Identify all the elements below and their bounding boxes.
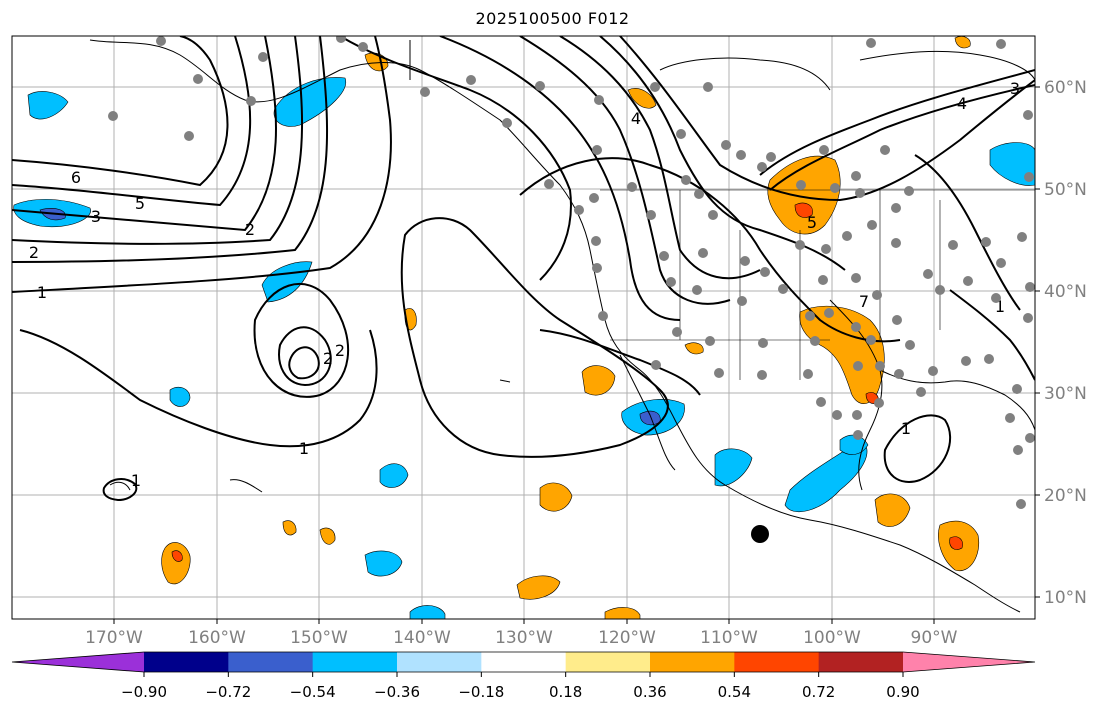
contour-label: 2	[29, 243, 39, 262]
cyan-blob-atl	[989, 142, 1035, 186]
colorbar-segment	[734, 652, 820, 672]
lon-label: 170°W	[85, 628, 143, 648]
cyan-blob-hawaii	[379, 463, 409, 488]
cyan-blob-mexcoast	[784, 439, 868, 513]
colorbar-segment	[481, 652, 567, 672]
colorbar-tick-label: 0.36	[633, 683, 666, 701]
contour-labels: 6 5 2 1 3 4 2 2 1 1 7 5 4 3 2 1 1	[29, 79, 1020, 490]
orange-blob-small4	[954, 36, 971, 49]
colorbar-tick-label: −0.18	[458, 683, 504, 701]
orange-blob-mexs	[874, 493, 911, 527]
lon-label: 100°W	[803, 628, 861, 648]
contour-label: 7	[859, 292, 869, 311]
colorbar-extend-high	[903, 652, 1035, 672]
colorbar-tick-label: −0.36	[374, 683, 420, 701]
contour-label: 1	[299, 439, 309, 458]
cyan-blob-bering	[27, 91, 69, 120]
colorbar-segment	[818, 652, 904, 672]
orange-blob-ca	[581, 365, 616, 396]
orange-blob-pac	[539, 482, 573, 512]
contour-label: 4	[957, 94, 967, 113]
colorbar-segment	[144, 652, 229, 672]
contour-label: 2	[245, 220, 255, 239]
lat-label: 10°N	[1044, 588, 1087, 608]
orange-blob-pac2	[516, 575, 561, 600]
contour-label: 6	[71, 168, 81, 187]
storm-marker	[751, 525, 769, 543]
contour-lines	[12, 36, 1035, 502]
colorbar-tick-label: 0.72	[802, 683, 835, 701]
orange-blob-plains	[767, 155, 841, 235]
orange-blob-hi	[161, 542, 191, 585]
orange-blob-texas	[799, 305, 885, 404]
contour-label: 1	[995, 297, 1005, 316]
contour-label: 1	[901, 419, 911, 438]
colorbar-segment	[228, 652, 314, 672]
cyan-blob-pac1	[169, 386, 191, 407]
station-dots	[108, 36, 1035, 509]
shaded-fields	[13, 36, 1035, 619]
cyan-blob-south	[364, 550, 403, 577]
cyan-blob-mex	[714, 448, 753, 487]
longitude-labels: 170°W 160°W 150°W 140°W 130°W 120°W 110°…	[85, 628, 958, 648]
orange-blob-small3	[282, 520, 297, 536]
orange-blob-small5	[684, 342, 704, 355]
contour-label: 4	[631, 109, 641, 128]
cyan-blob-gulf-sw	[839, 434, 869, 455]
contour-label: 1	[131, 471, 141, 490]
lon-label: 140°W	[393, 628, 451, 648]
lon-label: 160°W	[188, 628, 246, 648]
lat-label: 40°N	[1044, 282, 1087, 302]
lon-label: 150°W	[290, 628, 348, 648]
colorbar-tick-label: 0.18	[549, 683, 582, 701]
map-title: 2025100500 F012	[475, 9, 630, 28]
contour-label: 1	[37, 283, 47, 302]
red-core-hi	[171, 550, 183, 562]
lon-label: 120°W	[598, 628, 656, 648]
contour-label: 5	[135, 194, 145, 213]
cyan-blob-alaska	[273, 77, 347, 127]
red-core-plains	[794, 202, 813, 218]
orange-blob-pac3	[604, 607, 641, 619]
colorbar-tick-label: −0.72	[205, 683, 251, 701]
orange-blob-small2	[319, 527, 336, 545]
contour-label: 3	[1010, 79, 1020, 98]
colorbar: −0.90 −0.72 −0.54 −0.36 −0.18 0.18 0.36 0.54 0.7…	[11, 651, 1036, 701]
lon-label: 110°W	[700, 628, 758, 648]
lat-label: 60°N	[1044, 78, 1087, 98]
contour-label: 3	[91, 207, 101, 226]
cyan-blob-south2	[409, 605, 446, 619]
colorbar-tick-label: −0.90	[121, 683, 167, 701]
contour-label: 5	[807, 213, 817, 232]
lat-label: 50°N	[1044, 180, 1087, 200]
lon-label: 90°W	[911, 628, 958, 648]
lon-label: 130°W	[495, 628, 553, 648]
colorbar-tick-label: 0.90	[886, 683, 919, 701]
colorbar-segment	[650, 652, 735, 672]
colorbar-segment	[565, 652, 651, 672]
colorbar-extend-low	[12, 652, 144, 672]
orange-blob-bc	[627, 88, 657, 109]
colorbar-segment	[397, 652, 482, 672]
contour-label: 2	[323, 349, 333, 368]
lat-label: 20°N	[1044, 486, 1087, 506]
colorbar-segment	[312, 652, 398, 672]
latitude-labels: 60°N 50°N 40°N 30°N 20°N 10°N	[1044, 78, 1087, 608]
tick-marks	[113, 86, 1040, 624]
contour-label: 2	[335, 341, 345, 360]
colorbar-tick-label: −0.54	[290, 683, 336, 701]
red-core-ca2	[949, 536, 963, 550]
cyan-blob-mid	[261, 261, 313, 303]
colorbar-tick-label: 0.54	[718, 683, 751, 701]
lat-label: 30°N	[1044, 384, 1087, 404]
